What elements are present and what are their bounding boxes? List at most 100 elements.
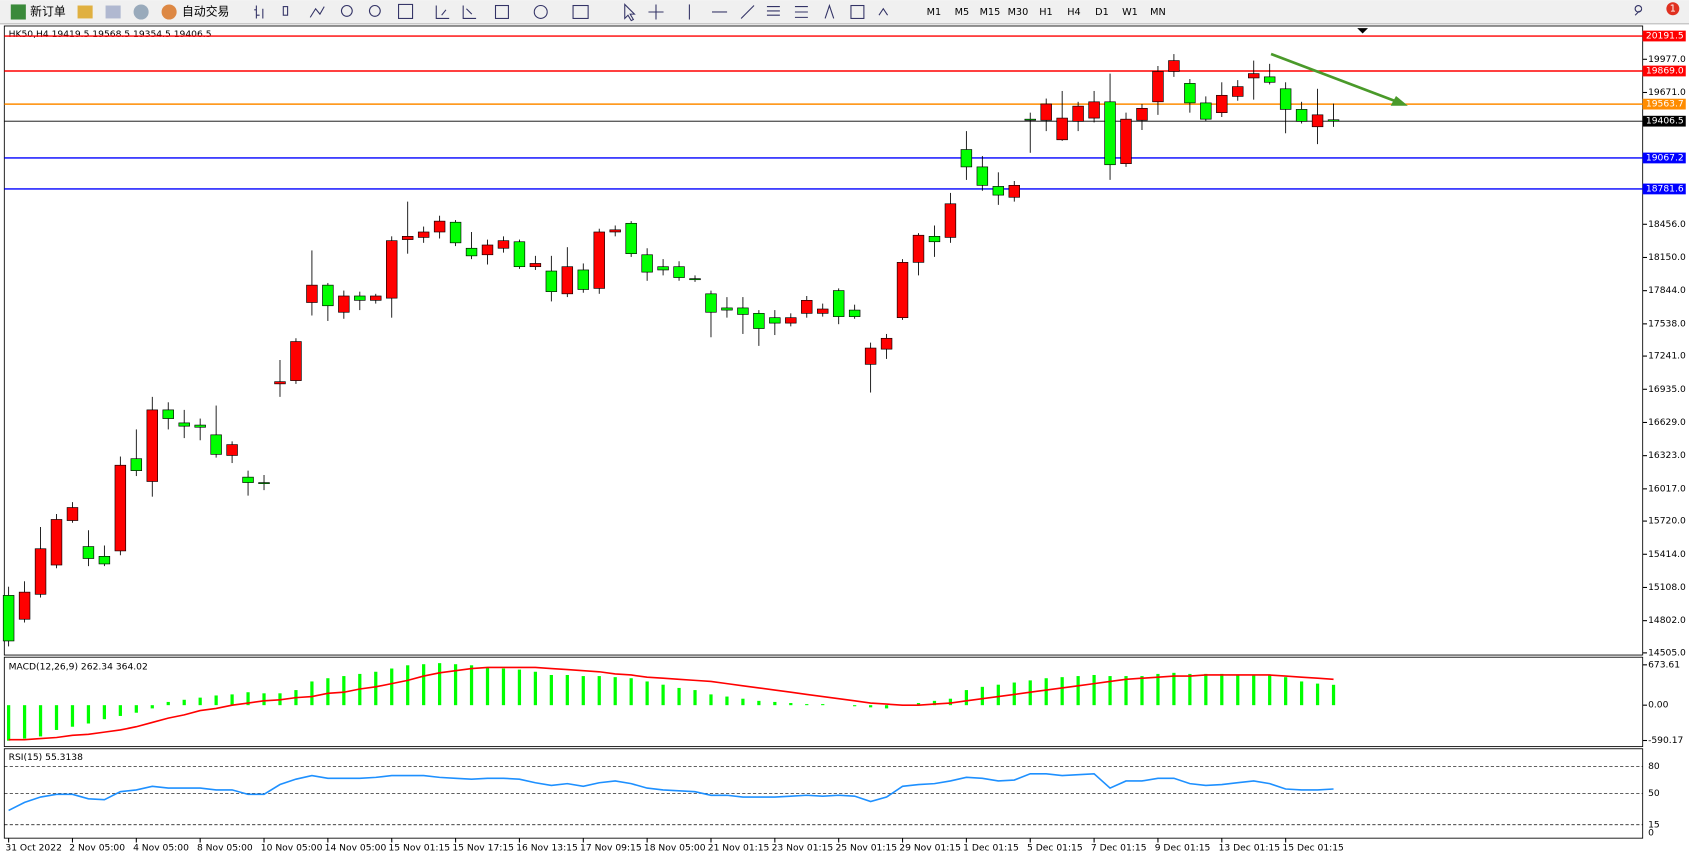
- candle-body: [481, 244, 494, 256]
- fibo-icon[interactable]: [794, 6, 808, 18]
- y-tick-label: 14802.0: [1648, 616, 1686, 626]
- candle-icon[interactable]: [282, 6, 289, 16]
- price-level-label: 19869.0: [1646, 67, 1684, 77]
- x-tick-label: 16 Nov 13:15: [516, 843, 578, 853]
- candle-body: [513, 241, 526, 268]
- toolbar: 新订单 自动交易: [0, 0, 1689, 25]
- timeframe-button[interactable]: M15: [980, 7, 1001, 18]
- toolbar-icon[interactable]: [77, 5, 93, 19]
- toolbar-icon[interactable]: [133, 4, 149, 20]
- template-icon[interactable]: [572, 4, 589, 19]
- candle-body: [625, 222, 637, 255]
- candle-body: [593, 231, 605, 289]
- period-icon[interactable]: [533, 4, 548, 19]
- shapes-icon[interactable]: [878, 7, 889, 16]
- auto-trading-icon[interactable]: [161, 4, 177, 20]
- macd-bar: [517, 669, 522, 706]
- x-tick-label: 2 Nov 05:00: [69, 843, 125, 853]
- macd-bar: [1076, 676, 1080, 706]
- y-tick-label: 16017.0: [1648, 484, 1686, 494]
- candle-body: [864, 347, 877, 365]
- macd-bar: [1315, 683, 1320, 706]
- y-tick-label: 14505.0: [1648, 648, 1686, 658]
- candle-body: [657, 266, 669, 271]
- candle-body: [210, 434, 222, 455]
- macd-bar: [1284, 677, 1288, 706]
- line-chart-icon[interactable]: [309, 6, 325, 18]
- price-level-label: 19563.7: [1646, 100, 1684, 110]
- trend-arrow-head: [1390, 96, 1408, 106]
- scroll-icon[interactable]: [435, 5, 450, 19]
- macd-bar: [1060, 677, 1064, 706]
- candle-body: [1104, 101, 1116, 166]
- timeframe-button[interactable]: M5: [955, 7, 970, 18]
- x-tick-label: 13 Dec 01:15: [1219, 843, 1281, 853]
- timeframe-button[interactable]: M30: [1008, 7, 1029, 18]
- macd-bar: [7, 705, 11, 741]
- x-tick-label: 29 Nov 01:15: [899, 843, 961, 853]
- macd-tick-label: 0.00: [1648, 701, 1669, 711]
- macd-bar: [1220, 673, 1224, 706]
- y-tick-label: 15414.0: [1648, 550, 1686, 560]
- trendline-icon[interactable]: [740, 5, 755, 19]
- tile-icon[interactable]: [398, 3, 414, 19]
- timeframe-button[interactable]: H1: [1039, 7, 1052, 18]
- label-icon[interactable]: [850, 4, 865, 19]
- macd-bar: [342, 676, 346, 706]
- trend-arrow: [1270, 52, 1397, 103]
- channel-icon[interactable]: [766, 6, 780, 16]
- timeframe-button[interactable]: H4: [1067, 7, 1080, 18]
- new-order-button[interactable]: 新订单: [30, 4, 66, 18]
- candle-body: [178, 422, 190, 427]
- macd-tick-label: 673.61: [1648, 660, 1680, 670]
- macd-bar: [693, 690, 697, 706]
- zoom-in-icon[interactable]: [340, 4, 353, 17]
- candle-body: [258, 482, 270, 484]
- price-level-tag: [1642, 115, 1686, 127]
- zoom-out-icon[interactable]: [368, 4, 381, 17]
- auto-trading-button[interactable]: 自动交易: [182, 4, 229, 18]
- x-tick-label: 18 Nov 05:00: [644, 843, 706, 853]
- new-order-icon[interactable]: [10, 4, 26, 20]
- timeframe-button[interactable]: M1: [927, 7, 942, 18]
- candle-body: [226, 444, 238, 456]
- notification-badge[interactable]: [1666, 2, 1680, 16]
- macd-bar: [597, 676, 601, 706]
- bar-chart-icon[interactable]: [254, 5, 264, 19]
- y-tick-label: 17241.0: [1648, 352, 1686, 362]
- macd-bar: [1156, 673, 1160, 706]
- timeframe-button[interactable]: D1: [1095, 7, 1109, 18]
- macd-bar: [661, 684, 665, 706]
- candle-body: [641, 254, 653, 273]
- macd-bar: [453, 664, 458, 706]
- rsi-tick-label: 0: [1648, 828, 1654, 838]
- search-icon[interactable]: [1634, 5, 1643, 16]
- timeframe-button[interactable]: MN: [1150, 7, 1166, 18]
- candle-body: [66, 507, 79, 521]
- macd-bar: [565, 674, 569, 706]
- candle-body: [2, 595, 15, 642]
- toolbar-icon[interactable]: [105, 5, 121, 19]
- x-tick-label: 1 Dec 01:15: [963, 843, 1019, 853]
- candle-body: [417, 231, 430, 238]
- timeframe-button[interactable]: W1: [1122, 7, 1138, 18]
- x-tick-label: 23 Nov 01:15: [772, 843, 834, 853]
- y-tick-label: 19977.0: [1648, 55, 1686, 65]
- indicators-icon[interactable]: [494, 4, 509, 19]
- candle-body: [848, 309, 861, 317]
- macd-bar: [741, 698, 745, 706]
- text-icon[interactable]: [824, 3, 835, 19]
- y-tick-label: 18150.0: [1648, 253, 1686, 263]
- tool-icons[interactable]: [254, 3, 1643, 22]
- macd-bar: [86, 705, 91, 724]
- crosshair-icon[interactable]: [648, 4, 664, 20]
- shift-icon[interactable]: [462, 5, 477, 19]
- macd-bar: [581, 676, 585, 706]
- macd-tick-label: -590.17: [1648, 736, 1683, 746]
- candle-body: [1311, 114, 1324, 128]
- cursor-icon[interactable]: [624, 3, 636, 22]
- macd-bar: [469, 665, 474, 706]
- candle-body: [1200, 102, 1212, 120]
- macd-bar: [789, 703, 793, 706]
